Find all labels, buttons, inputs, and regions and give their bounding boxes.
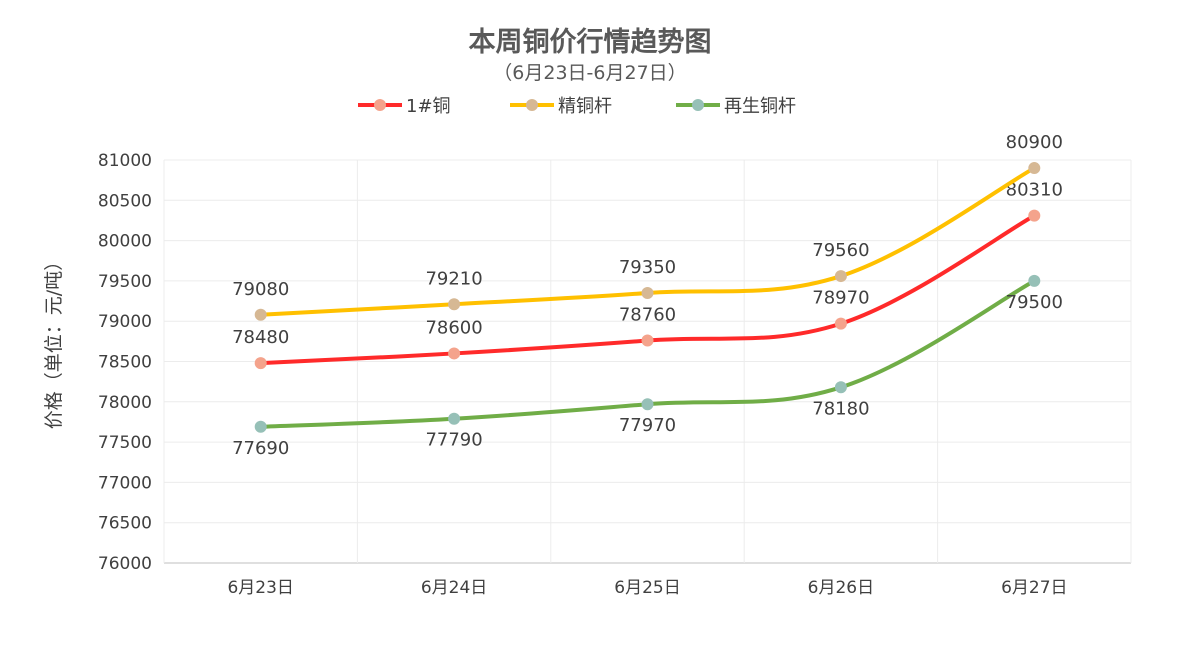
data-point (834, 381, 847, 394)
x-tick-label: 6月23日 (227, 578, 293, 598)
data-point (834, 317, 847, 330)
legend-swatch-icon (676, 99, 720, 111)
data-point (1028, 274, 1041, 287)
y-tick-label: 81000 (98, 151, 152, 171)
data-point (254, 357, 267, 370)
y-tick-label: 77000 (98, 473, 152, 493)
data-label: 78600 (425, 317, 482, 338)
y-tick-label: 79000 (98, 312, 152, 332)
legend-item-series-0[interactable]: 1#铜 (358, 92, 451, 118)
data-point (448, 347, 461, 360)
x-tick-label: 6月26日 (808, 578, 874, 598)
data-label: 77970 (619, 415, 676, 436)
data-label: 80900 (1006, 132, 1063, 153)
legend-swatch-icon (358, 99, 402, 111)
legend-label: 精铜杆 (558, 96, 612, 117)
data-label: 77790 (425, 430, 482, 451)
data-point (641, 398, 654, 411)
y-tick-label: 80500 (98, 191, 152, 211)
data-point (254, 308, 267, 321)
y-tick-label: 78000 (98, 393, 152, 413)
chart-legend: 1#铜 精铜杆 再生铜杆 (0, 92, 1180, 118)
legend-item-series-2[interactable]: 再生铜杆 (676, 92, 796, 118)
data-point (641, 286, 654, 299)
data-label: 79350 (619, 257, 676, 278)
legend-label: 1#铜 (406, 96, 451, 117)
y-tick-label: 80000 (98, 232, 152, 252)
legend-item-series-1[interactable]: 精铜杆 (510, 92, 612, 118)
data-label: 79080 (232, 279, 289, 300)
y-axis-label: 价格（单位：元/吨） (43, 252, 65, 429)
data-point (834, 270, 847, 283)
series-0: 78480 78600 78760 78970 80310 (232, 180, 1063, 370)
data-point (254, 420, 267, 433)
x-tick-label: 6月25日 (614, 578, 680, 598)
y-tick-label: 76500 (98, 514, 152, 534)
series-1: 79080 79210 79350 79560 80900 (232, 132, 1063, 321)
data-label: 78760 (619, 305, 676, 326)
data-point (448, 298, 461, 311)
legend-swatch-icon (510, 99, 554, 111)
x-tick-label: 6月24日 (421, 578, 487, 598)
chart-subtitle: （6月23日-6月27日） (493, 62, 687, 84)
y-tick-label: 79500 (98, 272, 152, 292)
data-point (1028, 209, 1041, 222)
data-label: 78180 (812, 398, 869, 419)
chart-title: 本周铜价行情趋势图 (468, 27, 712, 58)
series-2: 77690 77790 77970 78180 79500 (232, 274, 1063, 459)
x-tick-label: 6月27日 (1001, 578, 1067, 598)
data-point (448, 412, 461, 425)
data-label: 79210 (425, 268, 482, 289)
data-label: 79560 (812, 240, 869, 261)
data-label: 79500 (1006, 292, 1063, 313)
y-tick-label: 76000 (98, 554, 152, 574)
y-tick-label: 77500 (98, 433, 152, 453)
data-point (1028, 162, 1041, 175)
data-point (641, 334, 654, 347)
legend-label: 再生铜杆 (724, 96, 796, 117)
data-label: 77690 (232, 438, 289, 459)
data-label: 78480 (232, 327, 289, 348)
y-tick-label: 78500 (98, 353, 152, 373)
data-label: 80310 (1006, 180, 1063, 201)
data-label: 78970 (812, 288, 869, 309)
